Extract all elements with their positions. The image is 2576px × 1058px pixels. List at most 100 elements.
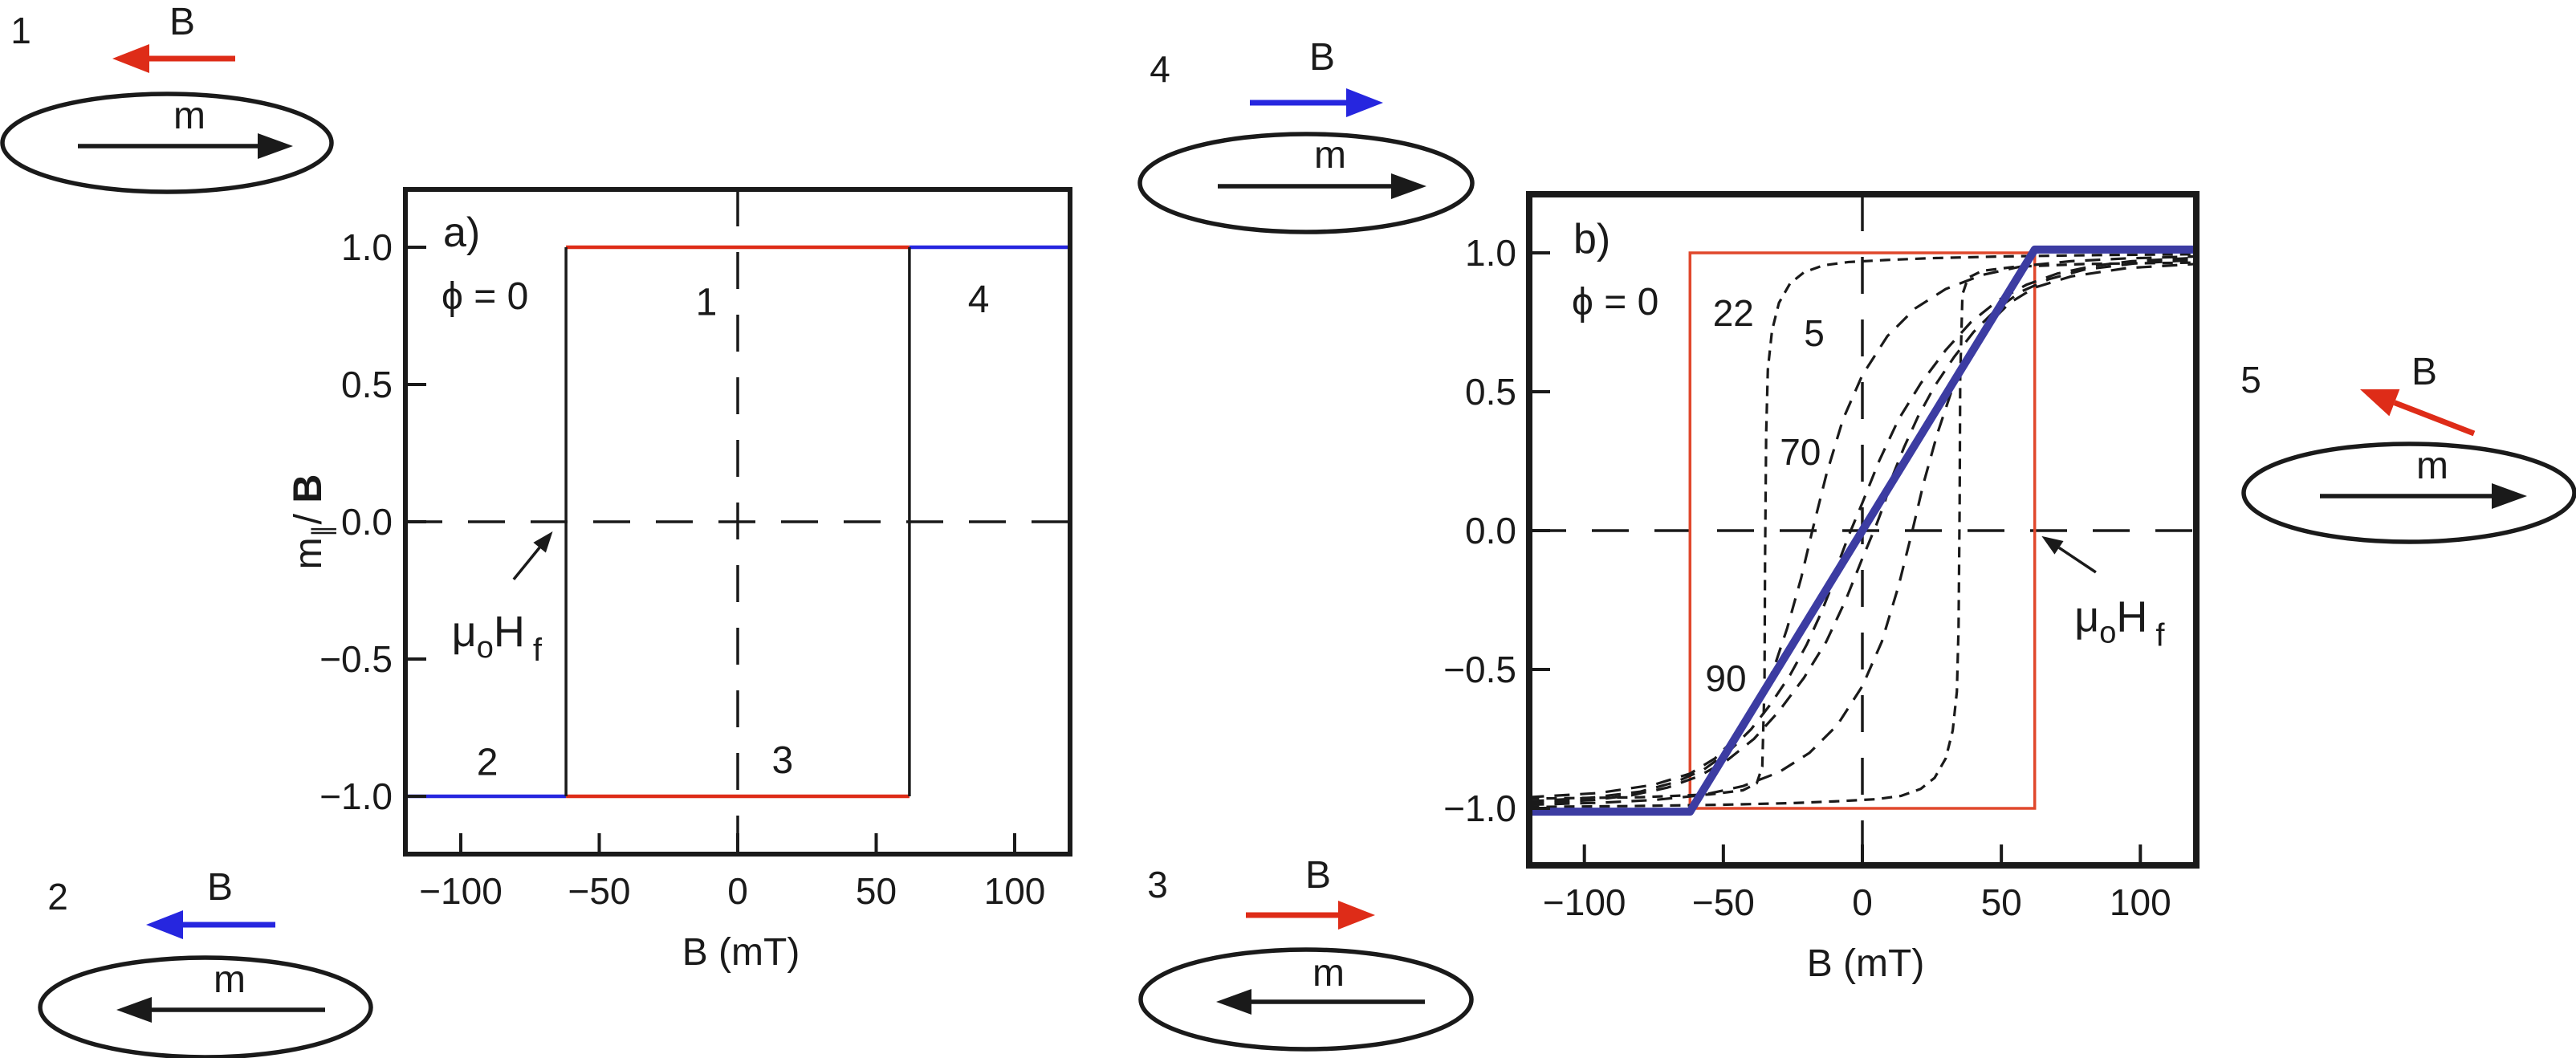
switching-field-annotation: μoH f: [452, 608, 543, 668]
annotation-arrow-head: [533, 531, 553, 553]
curve-temperature-label: 22: [1713, 292, 1754, 334]
state-number: 2: [47, 876, 68, 918]
loop-5-22K-ascending: [1528, 253, 2196, 800]
linear-response-blue: [1528, 245, 2196, 816]
curve-temperature-label: 90: [1705, 657, 1746, 699]
loop-70K-ascending: [1528, 254, 2196, 799]
moment-label: m: [173, 95, 206, 137]
panel-a: −100 −50 0 50 100 1.0 0.5 0.0 −0.5 −1.0 B (mT) m∥/ …: [285, 187, 1072, 974]
x-tick-label: 0: [1852, 881, 1873, 923]
moment-arrow-head: [258, 133, 293, 159]
particle-ellipse: [2241, 442, 2576, 544]
x-tick-label: 50: [1981, 881, 2022, 923]
particle-ellipse: [0, 92, 334, 194]
particle-ellipse: [38, 955, 373, 1058]
loop-90K-descending: [1528, 258, 2196, 805]
loop-5-22K-descending: [1528, 261, 2196, 808]
y-tick-label: 0.0: [341, 501, 393, 543]
panel-label: a): [443, 210, 480, 256]
mu-subscript: o: [2099, 616, 2116, 649]
particle-ellipse: [1137, 132, 1475, 234]
panel-label: b): [1573, 216, 1610, 262]
phi-label: ϕ = 0: [442, 275, 528, 318]
x-tick-label: 0: [727, 870, 748, 912]
moment-label: m: [1312, 952, 1345, 995]
x-tick-label: 100: [2110, 881, 2171, 923]
field-arrow-head: [2360, 389, 2400, 417]
panel-b: −100 −50 0 50 100 1.0 0.5 0.0 −0.5 −1.0 B (mT) b) ϕ …: [1443, 191, 2200, 985]
y-axis-label-slash: /: [287, 503, 330, 525]
plot-frame-a: [403, 187, 1072, 857]
field-label: B: [1305, 854, 1331, 897]
x-tick-label: −100: [1543, 881, 1626, 923]
moment-label: m: [2416, 445, 2448, 487]
y-tick-label: 1.0: [341, 226, 393, 268]
y-tick-label: 0.5: [341, 364, 393, 405]
curve-temperature-label: 5: [1804, 312, 1825, 354]
y-axis-label: m∥/ B: [285, 474, 336, 570]
state-number: 1: [10, 10, 31, 51]
branch-label: 1: [696, 281, 718, 324]
y-axis-label-bold: B: [285, 474, 330, 503]
field-subscript: f: [533, 633, 543, 668]
state-number: 5: [2240, 359, 2261, 401]
y-tick-label: 0.0: [1465, 510, 1516, 551]
x-axis-label: B (mT): [1807, 942, 1925, 985]
y-tick-label: −0.5: [319, 638, 393, 680]
annotation-arrow-head: [2041, 535, 2064, 555]
loop-70K-descending: [1528, 262, 2196, 807]
particle-ellipse: [1138, 947, 1474, 1052]
field-label: B: [169, 1, 195, 43]
state-diagram-2: 2 Bm: [38, 866, 373, 1058]
moment-label: m: [214, 958, 246, 1001]
x-tick-label: −50: [1692, 881, 1755, 923]
x-tick-label: 100: [984, 870, 1046, 912]
field-arrow-shaft: [2393, 400, 2476, 437]
field-arrow-head: [1338, 901, 1375, 930]
branch-label: 2: [477, 741, 499, 783]
annotation-arrow-shaft: [2058, 546, 2097, 574]
x-tick-label: −100: [419, 870, 503, 912]
field-arrow-head: [112, 44, 149, 73]
y-tick-label: 1.0: [1465, 232, 1516, 274]
state-number: 4: [1150, 48, 1170, 90]
field-label: B: [2411, 351, 2437, 393]
plot-frame-b: [1526, 191, 2200, 869]
loop-90K-ascending: [1528, 256, 2196, 803]
field-subscript: f: [2155, 617, 2165, 653]
field-label: B: [1309, 36, 1335, 79]
switching-field-annotation: μoH f: [2074, 592, 2165, 653]
field-symbol: H: [2116, 592, 2147, 641]
y-tick-label: −1.0: [319, 775, 393, 817]
branch-label: 3: [772, 739, 794, 782]
mu-subscript: o: [477, 631, 494, 665]
moment-arrow-head: [116, 997, 152, 1023]
state-diagram-3: 3 Bm: [1138, 854, 1474, 1052]
curve-temperature-label: 70: [1780, 431, 1821, 473]
square-loop-red: [1688, 251, 2037, 810]
field-arrow-head: [146, 910, 183, 939]
moment-arrow-head: [1391, 173, 1426, 199]
x-tick-label: −50: [568, 870, 630, 912]
y-tick-label: −1.0: [1443, 787, 1516, 829]
moment-arrow-head: [1216, 989, 1251, 1015]
state-diagram-1: 1 Bm: [0, 1, 334, 194]
y-tick-label: −0.5: [1443, 649, 1516, 690]
mu-symbol: μ: [452, 608, 477, 656]
field-arrow-head: [1346, 88, 1383, 117]
y-axis-label-sub: ∥: [307, 524, 336, 537]
phi-label: ϕ = 0: [1572, 281, 1658, 324]
state-diagram-5: 5 Bm: [2240, 351, 2576, 544]
state-diagram-4: 4 Bm: [1137, 36, 1475, 234]
x-tick-label: 50: [856, 870, 897, 912]
x-axis-label: B (mT): [682, 931, 800, 974]
branch-label: 4: [968, 279, 990, 321]
y-tick-label: 0.5: [1465, 371, 1516, 413]
field-symbol: H: [494, 608, 525, 656]
moment-arrow-head: [2492, 483, 2527, 509]
mu-symbol: μ: [2074, 592, 2099, 641]
annotation-arrow-shaft: [512, 547, 541, 580]
field-label: B: [207, 866, 233, 909]
